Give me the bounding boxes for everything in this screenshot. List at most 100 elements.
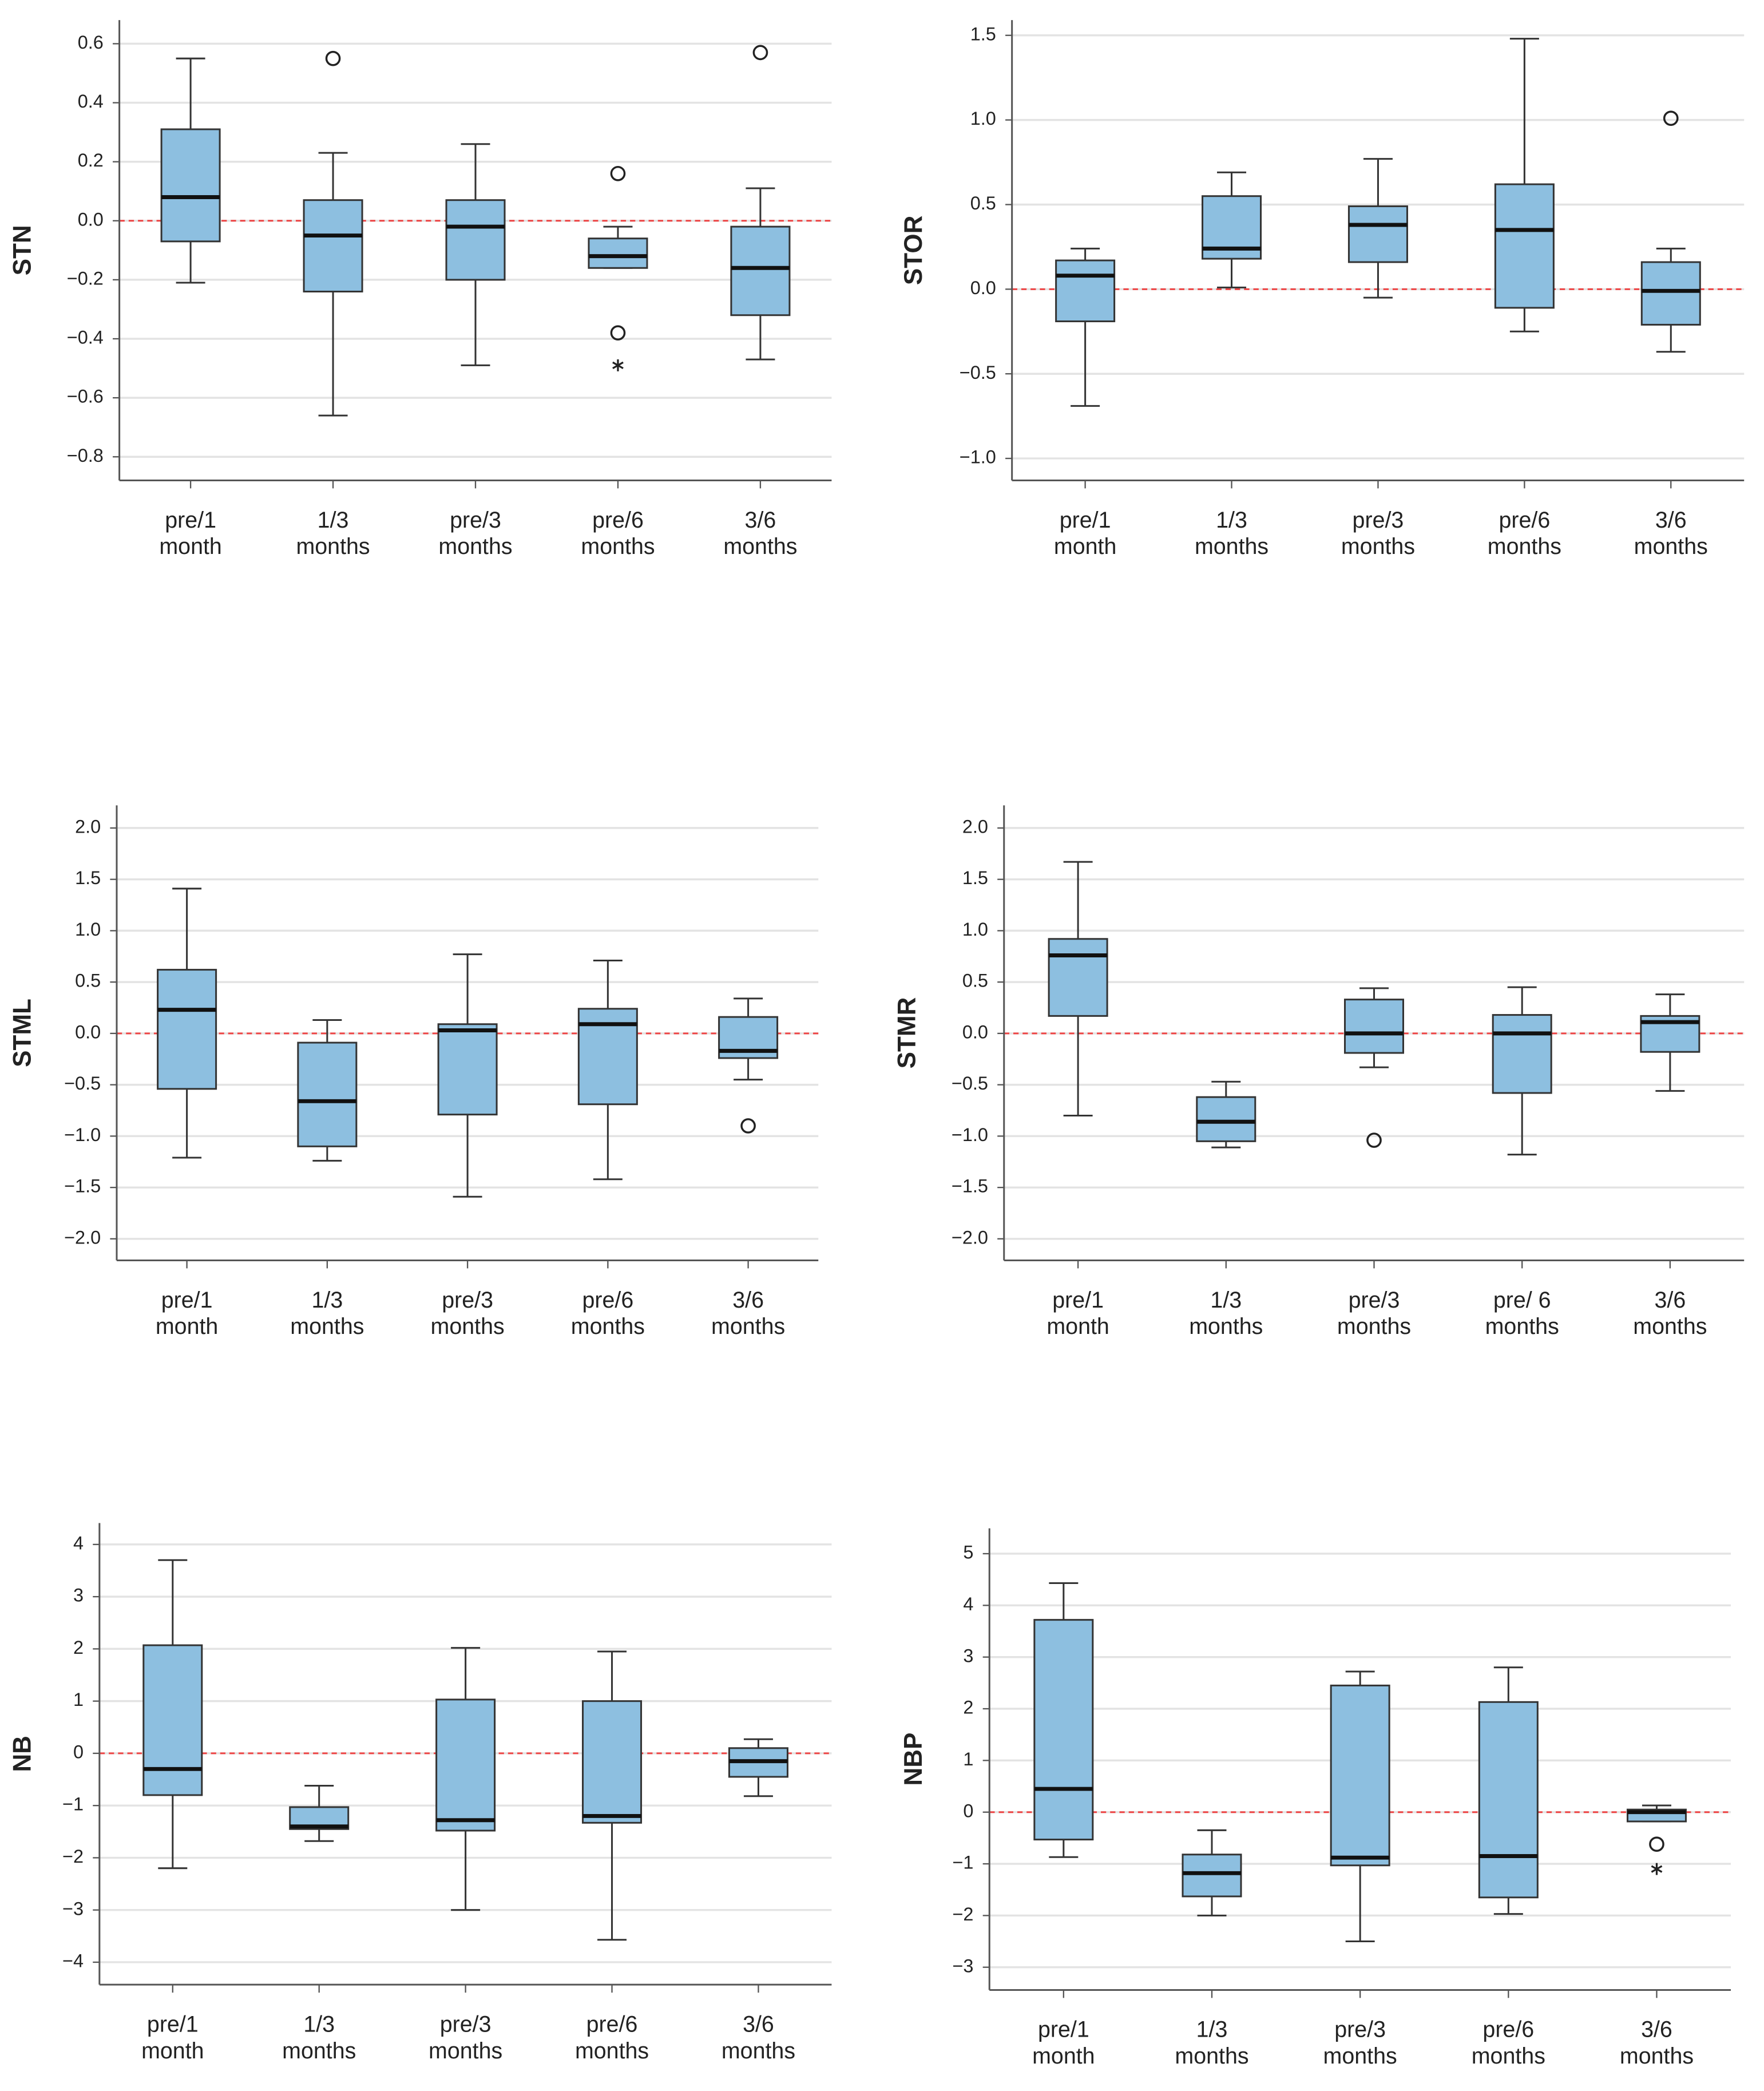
y-tick-label: 2 bbox=[963, 1697, 973, 1718]
box bbox=[1492, 1014, 1552, 1094]
y-tick-label: 5 bbox=[963, 1542, 973, 1563]
x-tick-label: pre/3 bbox=[450, 508, 501, 533]
y-tick-label: 2.0 bbox=[962, 816, 988, 837]
box bbox=[582, 1700, 643, 1824]
x-tick-label: pre/3 bbox=[1334, 2017, 1386, 2042]
x-tick-label: months bbox=[1633, 1314, 1707, 1339]
box bbox=[1048, 938, 1108, 1017]
x-tick-label: 1/3 bbox=[1196, 2017, 1228, 2042]
y-tick-label: 3 bbox=[73, 1585, 84, 1606]
y-tick-label: −2 bbox=[62, 1846, 84, 1867]
box bbox=[435, 1698, 496, 1832]
x-tick-label: months bbox=[1189, 1314, 1263, 1339]
outlier bbox=[740, 1118, 756, 1134]
y-axis-label: STMR bbox=[893, 997, 921, 1069]
y-axis-label: STML bbox=[8, 999, 36, 1067]
x-tick-label: 1/3 bbox=[1210, 1288, 1242, 1313]
box bbox=[1478, 1701, 1539, 1899]
box bbox=[303, 199, 363, 293]
outlier bbox=[1649, 1836, 1664, 1852]
x-tick-label: pre/1 bbox=[1060, 508, 1111, 533]
y-tick-label: 0.5 bbox=[75, 971, 101, 991]
y-tick-label: −0.4 bbox=[67, 327, 104, 348]
chart-panel: −3−2−1012345pre/1month1/3monthspre/3mont… bbox=[899, 1528, 1731, 2069]
outlier bbox=[610, 325, 626, 341]
y-tick-label: −0.5 bbox=[952, 1073, 988, 1094]
y-tick-label: 0.0 bbox=[75, 1021, 101, 1042]
x-tick-label: pre/3 bbox=[442, 1288, 493, 1313]
y-tick-label: 0.5 bbox=[962, 971, 988, 991]
y-tick-label: 0.4 bbox=[78, 91, 104, 112]
x-tick-label: 3/6 bbox=[732, 1288, 764, 1313]
box bbox=[160, 128, 221, 243]
outlier bbox=[325, 50, 341, 66]
y-tick-label: 1.5 bbox=[75, 868, 101, 888]
chart-panel: −2.0−1.5−1.0−0.50.00.51.01.52.0pre/1mont… bbox=[8, 805, 819, 1339]
x-tick-label: months bbox=[1337, 1314, 1411, 1339]
chart-panel: −1.0−0.50.00.51.01.5pre/1month1/3monthsp… bbox=[899, 20, 1745, 559]
x-tick-label: months bbox=[1620, 2044, 1694, 2069]
x-tick-label: 1/3 bbox=[303, 2011, 335, 2037]
x-tick-label: months bbox=[431, 1314, 505, 1339]
y-axis-label: STN bbox=[8, 225, 36, 275]
extreme bbox=[612, 359, 624, 371]
x-tick-label: pre/6 bbox=[582, 1288, 633, 1313]
y-tick-label: −0.6 bbox=[67, 386, 104, 407]
x-tick-label: months bbox=[575, 2038, 649, 2064]
x-tick-label: month bbox=[141, 2038, 204, 2064]
y-tick-label: −0.5 bbox=[64, 1073, 101, 1094]
y-axis-label: NBP bbox=[899, 1733, 927, 1786]
x-tick-label: 3/6 bbox=[1654, 1288, 1686, 1313]
box bbox=[1347, 205, 1408, 263]
x-tick-label: pre/1 bbox=[147, 2011, 199, 2037]
y-axis-label: STOR bbox=[899, 216, 927, 286]
x-tick-label: months bbox=[429, 2038, 502, 2064]
y-tick-label: −1.0 bbox=[952, 1124, 988, 1145]
y-axis-label: NB bbox=[8, 1736, 36, 1772]
x-tick-label: 1/3 bbox=[1216, 508, 1247, 533]
box bbox=[1182, 1854, 1242, 1898]
x-tick-label: pre/6 bbox=[1499, 508, 1550, 533]
x-tick-label: 3/6 bbox=[745, 508, 776, 533]
x-tick-label: pre/6 bbox=[586, 2011, 638, 2037]
y-tick-label: 2.0 bbox=[75, 816, 101, 837]
y-tick-label: 0 bbox=[73, 1742, 84, 1763]
x-tick-label: 3/6 bbox=[1655, 508, 1687, 533]
x-tick-label: pre/3 bbox=[440, 2011, 491, 2037]
x-tick-label: month bbox=[1046, 1314, 1109, 1339]
y-tick-label: 1.0 bbox=[75, 919, 101, 940]
box bbox=[1343, 999, 1404, 1054]
box bbox=[1055, 259, 1116, 323]
y-tick-label: −2 bbox=[952, 1904, 973, 1924]
y-tick-label: 0 bbox=[963, 1800, 973, 1821]
y-tick-label: −1.0 bbox=[64, 1124, 101, 1145]
x-tick-label: months bbox=[1485, 1314, 1559, 1339]
outlier bbox=[1366, 1132, 1382, 1148]
x-tick-label: pre/6 bbox=[592, 508, 644, 533]
x-tick-label: month bbox=[1032, 2044, 1095, 2069]
box bbox=[157, 969, 217, 1090]
y-tick-label: 0.0 bbox=[962, 1021, 988, 1042]
y-tick-label: 1 bbox=[963, 1749, 973, 1769]
box bbox=[588, 237, 648, 269]
y-tick-label: −1.5 bbox=[952, 1176, 988, 1197]
x-tick-label: month bbox=[1054, 534, 1116, 559]
box bbox=[297, 1041, 358, 1147]
box bbox=[1033, 1619, 1094, 1841]
chart-panel: −4−3−2−101234pre/1month1/3monthspre/3mon… bbox=[8, 1523, 832, 2064]
y-tick-label: −1.5 bbox=[64, 1176, 101, 1197]
y-tick-label: 2 bbox=[73, 1637, 84, 1658]
y-tick-label: −1 bbox=[952, 1852, 973, 1873]
x-tick-label: pre/ 6 bbox=[1493, 1288, 1551, 1313]
x-tick-label: months bbox=[1472, 2044, 1545, 2069]
y-tick-label: 0.2 bbox=[78, 150, 104, 171]
y-tick-label: 1.0 bbox=[962, 919, 988, 940]
box bbox=[1494, 183, 1555, 309]
box bbox=[730, 225, 791, 316]
x-tick-label: months bbox=[1175, 2044, 1248, 2069]
x-tick-label: months bbox=[1341, 534, 1415, 559]
y-tick-label: 1.5 bbox=[962, 868, 988, 888]
y-tick-label: −0.8 bbox=[67, 445, 104, 466]
x-tick-label: months bbox=[290, 1314, 364, 1339]
